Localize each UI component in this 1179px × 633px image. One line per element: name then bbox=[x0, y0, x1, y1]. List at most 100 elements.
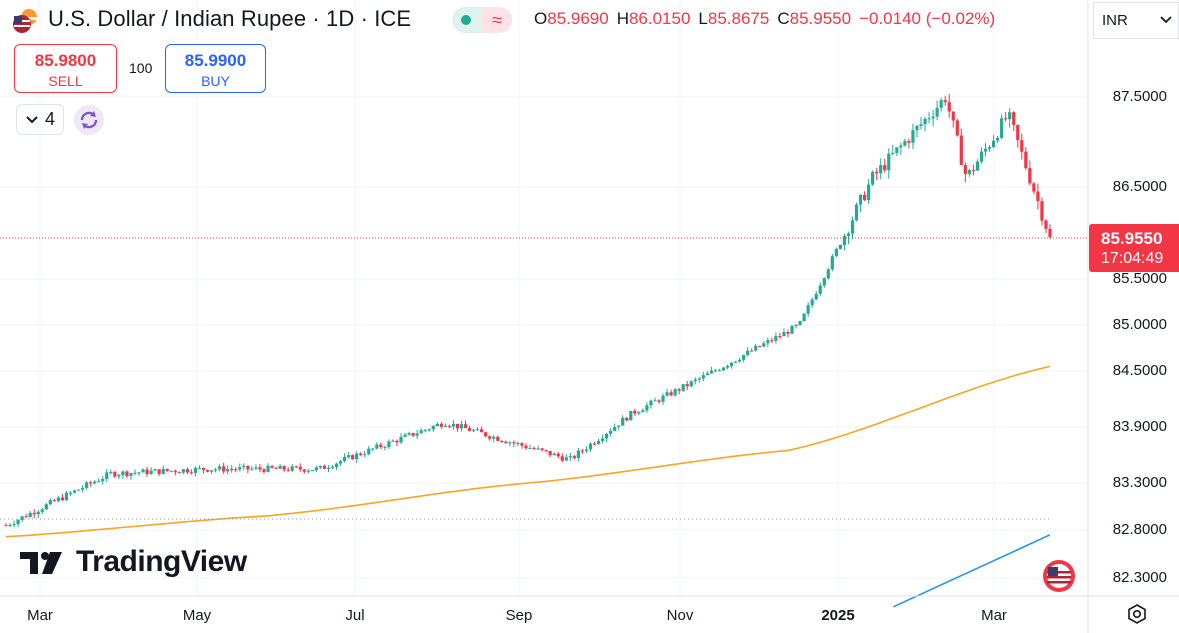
candle-body bbox=[790, 325, 794, 334]
candle-body bbox=[911, 130, 915, 143]
candle-body bbox=[681, 384, 685, 391]
candle-body bbox=[12, 524, 16, 526]
candle-body bbox=[754, 345, 758, 351]
candle-body bbox=[508, 442, 512, 444]
candle-body bbox=[572, 456, 576, 459]
candle-body bbox=[214, 469, 218, 471]
us-flag-icon[interactable] bbox=[1040, 559, 1078, 593]
sell-price: 85.9800 bbox=[34, 51, 97, 70]
settings-icon[interactable] bbox=[1126, 603, 1148, 625]
x-tick-label: May bbox=[182, 607, 212, 624]
y-tick-label: 87.5000 bbox=[1112, 88, 1167, 105]
change-value: −0.0140 (−0.02%) bbox=[859, 9, 996, 28]
candle-body bbox=[109, 472, 113, 474]
buy-label: BUY bbox=[201, 73, 230, 89]
candle-body bbox=[60, 497, 65, 501]
candle-body bbox=[1020, 140, 1024, 152]
candle-body bbox=[983, 148, 988, 152]
candle-body bbox=[1040, 201, 1044, 221]
candle-body bbox=[471, 430, 476, 432]
candle-body bbox=[173, 470, 177, 473]
candle-body bbox=[310, 470, 314, 472]
buy-button[interactable]: 85.9900 BUY bbox=[165, 44, 266, 93]
candle-body bbox=[443, 425, 447, 427]
candle-body bbox=[181, 469, 185, 473]
candle-body bbox=[548, 450, 552, 456]
candle-body bbox=[282, 465, 286, 470]
candle-body bbox=[246, 465, 250, 470]
candle-body bbox=[927, 118, 931, 120]
candle-body bbox=[1044, 220, 1048, 229]
candle-body bbox=[665, 392, 669, 396]
candle-body bbox=[641, 410, 645, 413]
candle-body bbox=[536, 448, 540, 450]
candle-body bbox=[197, 467, 202, 469]
y-tick-label: 86.5000 bbox=[1112, 178, 1167, 195]
candle-body bbox=[286, 469, 290, 471]
candle-body bbox=[806, 305, 810, 314]
candle-body bbox=[758, 345, 762, 347]
low-key: L bbox=[698, 9, 708, 28]
quantity-value[interactable]: 100 bbox=[129, 60, 153, 76]
candle-body bbox=[786, 332, 790, 334]
candle-body bbox=[810, 299, 814, 306]
candle-body bbox=[963, 164, 967, 175]
candle-body bbox=[1004, 118, 1008, 120]
y-tick-label: 82.3000 bbox=[1112, 569, 1167, 586]
candle-body bbox=[262, 469, 266, 472]
candle-body bbox=[733, 361, 738, 363]
candle-body bbox=[121, 471, 125, 476]
candle-body bbox=[540, 448, 544, 450]
candle-body bbox=[633, 410, 637, 414]
candle-body bbox=[1012, 112, 1016, 125]
sell-button[interactable]: 85.9800 SELL bbox=[14, 44, 117, 93]
collapse-indicators-button[interactable]: 4 bbox=[16, 104, 64, 135]
candle-body bbox=[564, 457, 568, 461]
candle-body bbox=[504, 441, 508, 444]
candle-body bbox=[314, 467, 318, 471]
candle-body bbox=[322, 465, 327, 469]
candle-body bbox=[798, 321, 802, 325]
moving-average-blue bbox=[893, 534, 1051, 608]
candle-body bbox=[858, 194, 863, 205]
candle-body bbox=[762, 343, 766, 347]
candle-body bbox=[975, 161, 980, 171]
candle-body bbox=[76, 489, 81, 491]
close-value: 85.9550 bbox=[789, 9, 852, 28]
candle-body bbox=[661, 395, 665, 402]
market-open-icon bbox=[461, 15, 471, 25]
symbol-title[interactable]: U.S. Dollar / Indian Rupee · 1D · ICE bbox=[48, 6, 412, 31]
chevron-down-icon bbox=[1160, 16, 1172, 24]
data-delay-icon: ≈ bbox=[482, 7, 512, 33]
candle-body bbox=[657, 400, 661, 402]
refresh-button[interactable] bbox=[74, 105, 104, 135]
candle-body bbox=[867, 184, 871, 201]
market-status-pill[interactable]: ≈ bbox=[452, 7, 512, 33]
candle-body bbox=[399, 436, 403, 443]
candle-body bbox=[415, 433, 419, 436]
candle-body bbox=[278, 465, 282, 469]
last-price-tag: 85.9550 17:04:49 bbox=[1089, 224, 1179, 272]
candle-body bbox=[359, 453, 363, 455]
tradingview-logo-text: TradingView bbox=[76, 545, 247, 578]
chevron-down-icon bbox=[26, 116, 38, 124]
candle-body bbox=[298, 466, 302, 470]
candle-body bbox=[814, 293, 818, 300]
candle-body bbox=[80, 487, 85, 490]
candle-body bbox=[693, 379, 697, 382]
candle-body bbox=[826, 269, 830, 279]
candle-body bbox=[101, 478, 105, 482]
candle-body bbox=[915, 125, 919, 131]
candle-body bbox=[955, 120, 959, 136]
candle-body bbox=[1016, 124, 1020, 141]
low-value: 85.8675 bbox=[707, 9, 770, 28]
candle-body bbox=[242, 465, 246, 468]
candle-body bbox=[717, 370, 722, 372]
candle-body bbox=[48, 500, 52, 505]
candle-body bbox=[729, 362, 734, 366]
candle-body bbox=[117, 475, 121, 477]
x-tick-label: Jul bbox=[345, 607, 365, 624]
candle-body bbox=[375, 444, 379, 449]
currency-selector[interactable]: INR bbox=[1093, 2, 1179, 39]
